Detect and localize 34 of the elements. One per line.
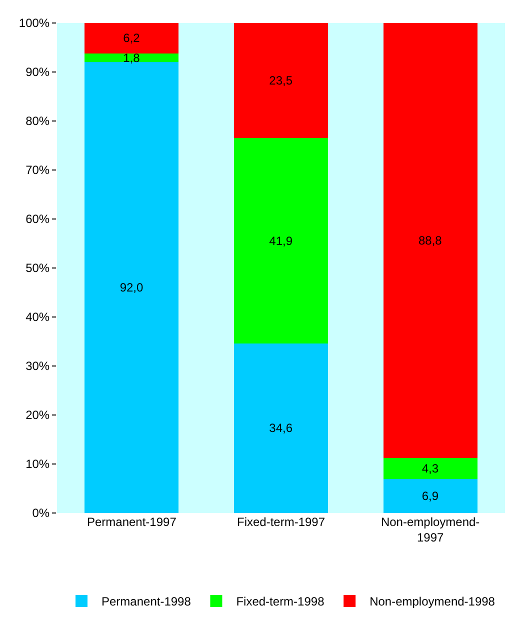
x-tick-label: Permanent-1997	[86, 515, 177, 529]
data-label: 88,8	[418, 234, 442, 248]
bar	[383, 479, 478, 513]
bar	[383, 458, 478, 480]
legend-label: Permanent-1998	[102, 594, 192, 609]
y-tick-label: 40%	[26, 310, 50, 324]
data-label: 92,0	[120, 280, 144, 295]
y-tick-label: 80%	[26, 114, 50, 128]
y-tick-label: 10%	[26, 457, 50, 472]
y-tick-label: 0%	[32, 506, 50, 520]
bar	[234, 23, 328, 138]
y-tick-label: 20%	[26, 408, 50, 422]
data-label: 1,8	[123, 50, 140, 65]
x-tick-label: Non-employmend-1997	[380, 515, 480, 545]
data-label: 6,2	[123, 31, 140, 46]
data-label: 34,6	[269, 421, 293, 436]
bar	[383, 23, 478, 458]
y-tick-label: 70%	[26, 163, 50, 178]
data-label: 4,3	[422, 462, 439, 476]
bar	[234, 138, 328, 344]
bar	[84, 62, 179, 513]
data-label: 23,5	[269, 74, 293, 88]
y-tick-label: 60%	[26, 212, 50, 226]
bar	[84, 23, 179, 54]
y-tick-label: 30%	[26, 359, 50, 374]
bar	[234, 343, 328, 513]
data-label: 41,9	[269, 234, 293, 248]
y-tick-label: 100%	[18, 16, 50, 30]
x-tick-label: Fixed-term-1997	[236, 515, 326, 529]
legend-label: Fixed-term-1998	[236, 594, 325, 609]
legend-label: Non-employmend-1998	[370, 594, 496, 609]
y-tick-label: 50%	[26, 261, 50, 276]
data-label: 6,9	[422, 489, 439, 504]
y-tick-label: 90%	[26, 65, 50, 80]
